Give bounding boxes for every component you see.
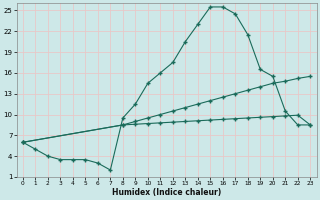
X-axis label: Humidex (Indice chaleur): Humidex (Indice chaleur): [112, 188, 221, 197]
